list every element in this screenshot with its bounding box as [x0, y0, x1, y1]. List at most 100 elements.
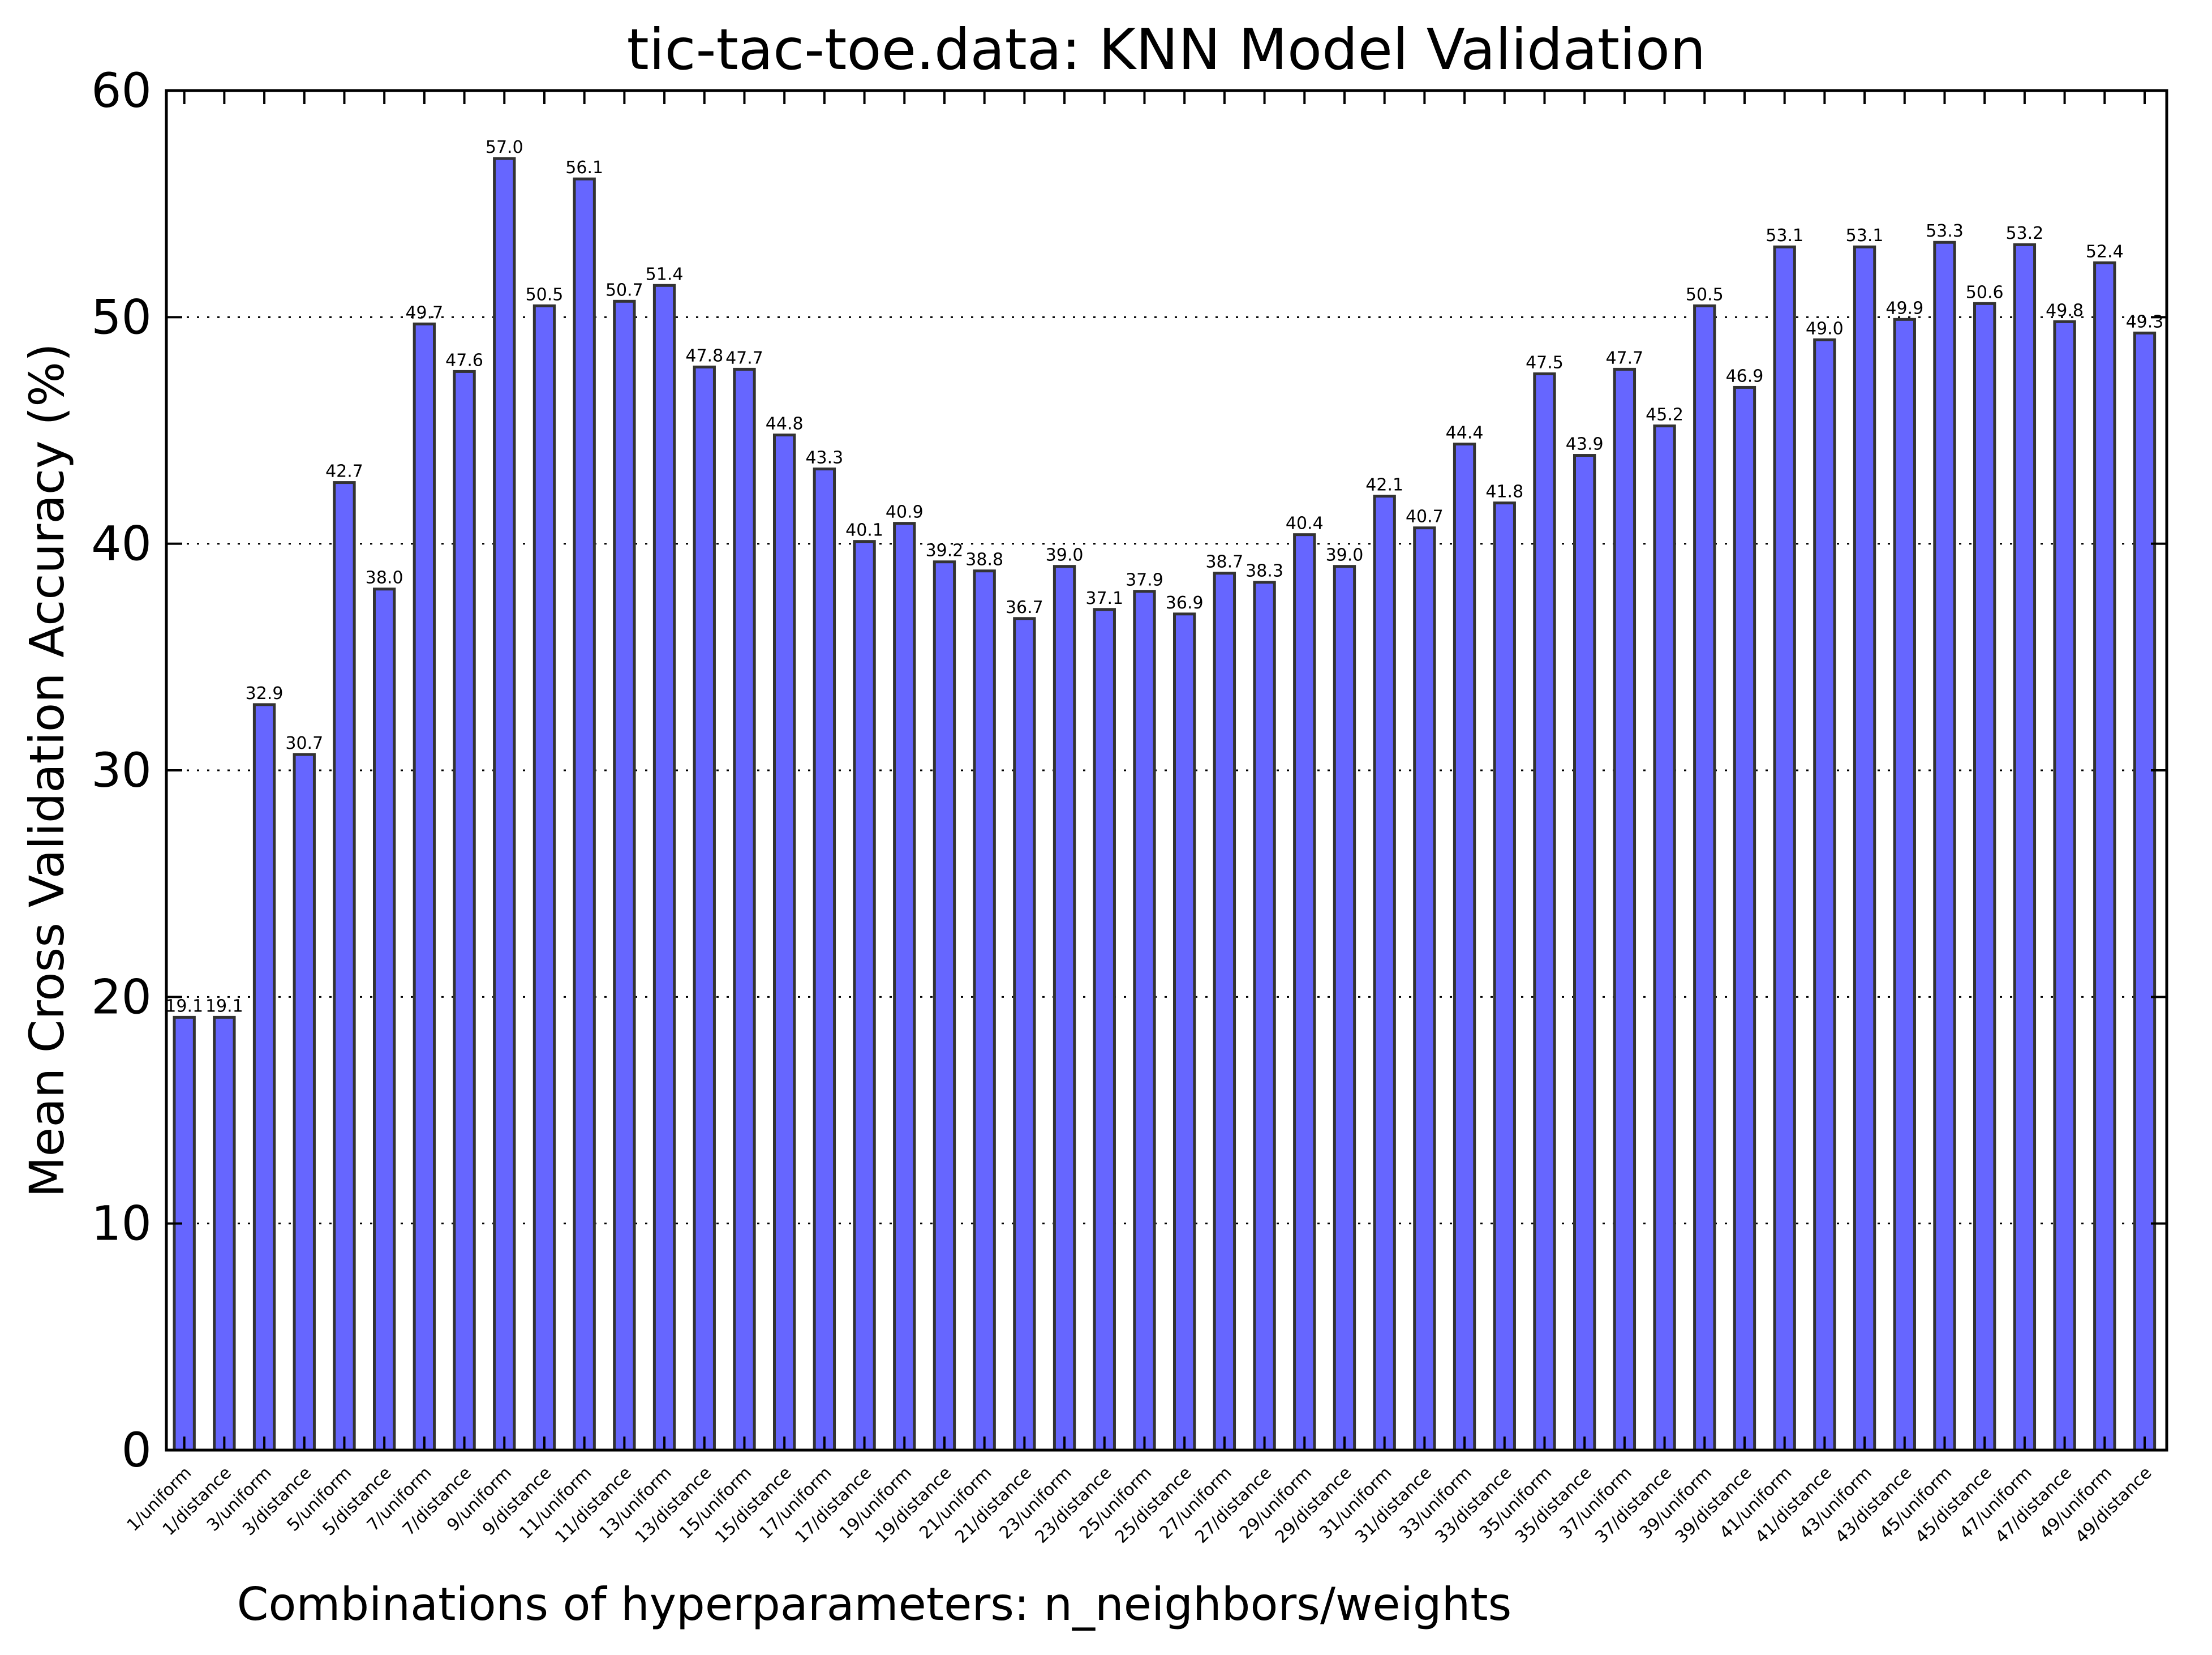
bar — [1373, 495, 1396, 1452]
bar — [813, 468, 836, 1452]
bar-value-label: 40.9 — [886, 503, 924, 522]
bar — [252, 703, 276, 1452]
bar-value-label: 38.8 — [965, 550, 1003, 570]
bar — [532, 304, 556, 1452]
bar-value-label: 47.8 — [685, 346, 723, 366]
bar-value-label: 56.1 — [565, 158, 603, 178]
bar — [1253, 581, 1276, 1452]
chart-title: tic-tac-toe.data: KNN Model Validation — [627, 16, 1706, 83]
bar — [453, 370, 476, 1452]
bar — [1093, 608, 1116, 1452]
bar — [853, 540, 876, 1452]
bar-value-label: 53.1 — [1846, 226, 1884, 246]
bar-value-label: 50.5 — [1686, 285, 1724, 305]
bar — [1573, 454, 1596, 1452]
y-tick-label: 10 — [91, 1196, 152, 1251]
bar — [773, 434, 796, 1452]
bar-value-label: 32.9 — [246, 684, 284, 704]
bar — [1613, 367, 1637, 1452]
bar — [2053, 320, 2076, 1452]
bar — [933, 560, 956, 1452]
bar — [1733, 385, 1756, 1452]
bar-value-label: 40.1 — [845, 521, 883, 541]
bar-value-label: 51.4 — [646, 264, 684, 284]
bar — [1773, 245, 1796, 1452]
bar-value-label: 44.8 — [766, 414, 804, 434]
bar-value-label: 43.9 — [1566, 435, 1604, 455]
bar — [1213, 572, 1236, 1452]
bar-value-label: 40.4 — [1286, 514, 1324, 534]
y-tick-label: 50 — [91, 289, 152, 345]
bar — [573, 177, 596, 1452]
bar-value-label: 38.7 — [1205, 552, 1243, 572]
bar-value-label: 53.3 — [1926, 221, 1964, 241]
bar — [1813, 338, 1836, 1452]
y-tick-label: 20 — [91, 969, 152, 1024]
bar-value-label: 53.2 — [2005, 224, 2043, 243]
bar — [1133, 590, 1156, 1452]
bar-value-label: 49.8 — [2046, 301, 2084, 320]
data-labels: 19.1 19.1 32.9 30.7 42.7 38.0 49.7 47.6 57.0 50.5… — [165, 138, 2163, 1016]
bar-value-label: 49.7 — [405, 303, 443, 323]
y-tick-label: 30 — [91, 743, 152, 798]
bar — [1453, 443, 1476, 1452]
bar — [652, 284, 676, 1452]
bar — [893, 522, 916, 1452]
bar — [173, 1015, 196, 1452]
bar-value-label: 47.7 — [1605, 348, 1643, 368]
bar-value-label: 50.5 — [526, 285, 564, 305]
bar — [213, 1015, 236, 1452]
bar — [2013, 243, 2037, 1452]
bar — [733, 367, 756, 1452]
bar — [1653, 424, 1676, 1452]
bar-value-label: 39.0 — [1046, 546, 1084, 565]
bar — [293, 753, 316, 1452]
bar — [333, 481, 356, 1452]
bar-value-label: 47.6 — [445, 350, 483, 370]
bar-value-label: 42.7 — [325, 462, 363, 482]
bar — [1893, 318, 1916, 1452]
bar-value-label: 40.7 — [1406, 507, 1444, 527]
bar-value-label: 49.9 — [1885, 298, 1923, 318]
bar-value-label: 38.0 — [366, 568, 403, 588]
bar — [1853, 245, 1876, 1452]
bar-value-label: 36.7 — [1006, 598, 1043, 618]
bar-value-label: 44.4 — [1446, 423, 1484, 443]
bar-value-label: 46.9 — [1726, 366, 1764, 386]
bar-value-label: 47.7 — [725, 348, 763, 368]
bar-value-label: 30.7 — [285, 734, 323, 753]
bar-value-label: 39.2 — [926, 541, 964, 561]
bar — [1293, 533, 1316, 1452]
bar — [1933, 241, 1956, 1452]
bar — [373, 588, 396, 1452]
bar-value-label: 50.6 — [1966, 282, 2004, 302]
bar — [1333, 565, 1356, 1452]
bar-value-label: 57.0 — [486, 138, 523, 157]
bar — [1693, 304, 1716, 1452]
bar-value-label: 47.5 — [1526, 353, 1564, 372]
bar-value-label: 52.4 — [2086, 242, 2124, 261]
bar-value-label: 53.1 — [1766, 226, 1803, 246]
bar-value-label: 36.9 — [1166, 593, 1204, 613]
y-tick-labels: 0 10 20 30 40 50 60 — [91, 63, 152, 1478]
bar-value-label: 42.1 — [1365, 475, 1403, 495]
bar-value-label: 19.1 — [165, 996, 203, 1016]
gridlines — [166, 316, 2167, 1225]
y-tick-label: 60 — [91, 63, 152, 118]
bar-value-label: 49.0 — [1806, 319, 1844, 338]
bar-value-label: 37.1 — [1085, 589, 1123, 608]
bar — [1173, 612, 1196, 1452]
bar — [1013, 617, 1036, 1452]
bar — [1413, 526, 1436, 1452]
bar — [693, 365, 716, 1452]
y-axis-label: Mean Cross Validation Accuracy (%) — [19, 343, 75, 1198]
bar-value-label: 50.7 — [605, 280, 643, 300]
x-axis-label: Combinations of hyperparameters: n_neigh… — [237, 1578, 1512, 1631]
bar — [973, 569, 996, 1452]
bar-value-label: 38.3 — [1245, 561, 1283, 581]
bar — [613, 299, 636, 1452]
bar-value-label: 43.3 — [805, 448, 843, 468]
bar — [1053, 565, 1076, 1452]
